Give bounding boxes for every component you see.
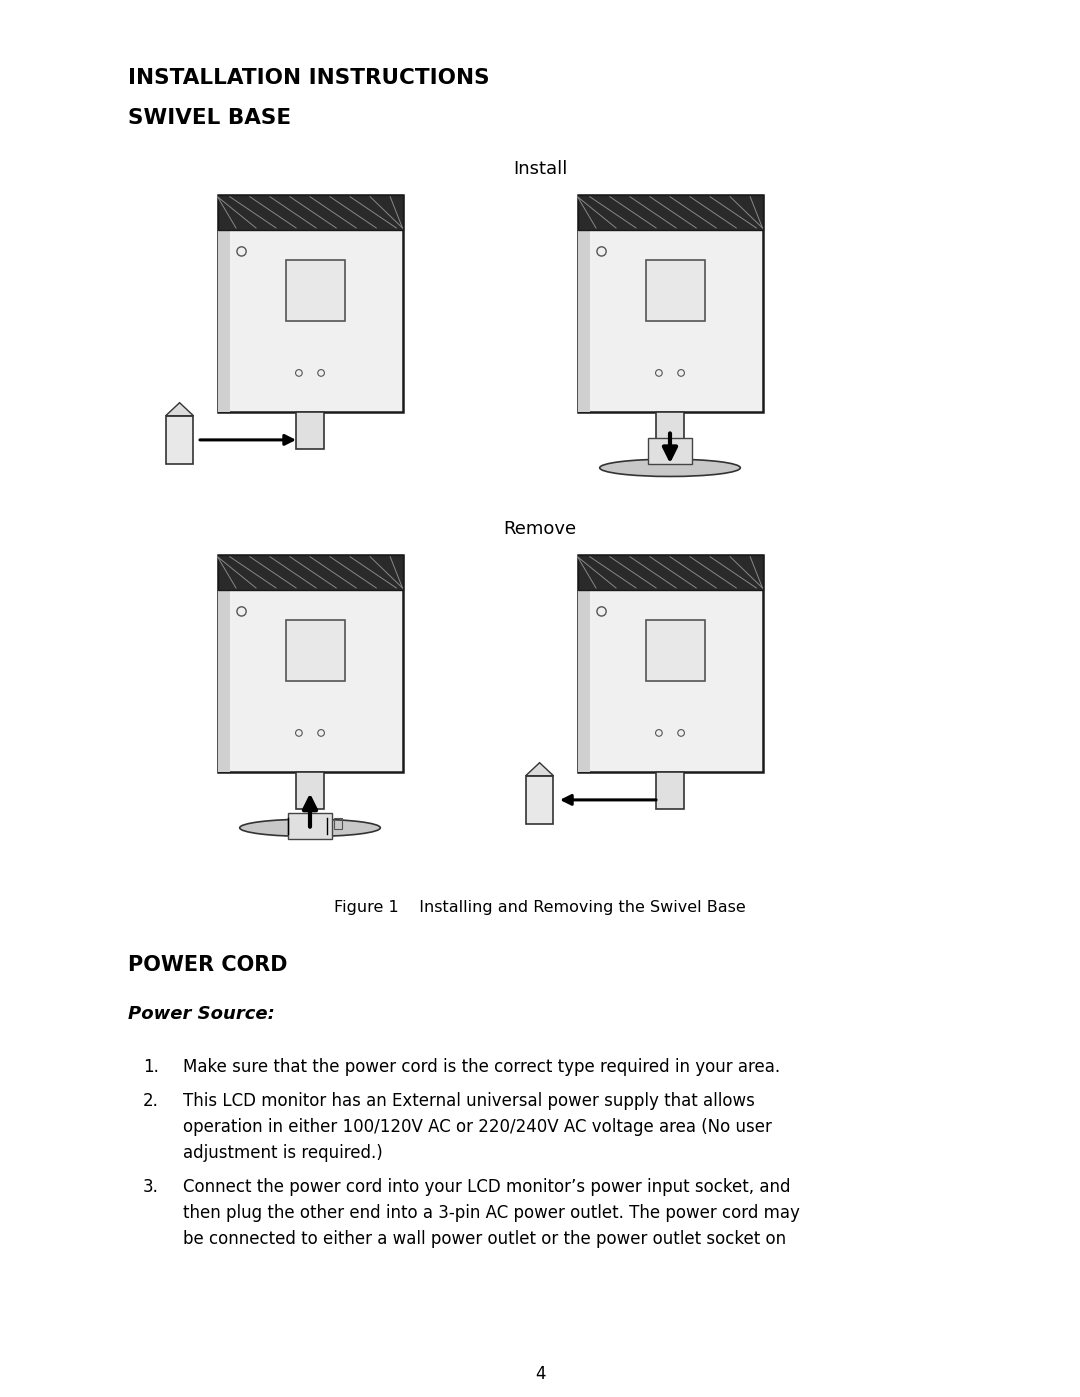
Text: 4: 4 <box>535 1365 545 1383</box>
Text: Power Source:: Power Source: <box>129 1004 275 1023</box>
Text: 3.: 3. <box>143 1178 159 1196</box>
FancyBboxPatch shape <box>646 260 705 321</box>
Ellipse shape <box>599 460 740 476</box>
FancyBboxPatch shape <box>217 555 403 773</box>
Text: POWER CORD: POWER CORD <box>129 956 287 975</box>
Text: Remove: Remove <box>503 520 577 538</box>
Text: SWIVEL BASE: SWIVEL BASE <box>129 108 292 129</box>
FancyBboxPatch shape <box>648 439 692 464</box>
Ellipse shape <box>240 819 380 837</box>
FancyBboxPatch shape <box>286 260 346 321</box>
Text: then plug the other end into a 3-pin AC power outlet. The power cord may: then plug the other end into a 3-pin AC … <box>183 1204 800 1222</box>
FancyBboxPatch shape <box>217 196 403 412</box>
FancyBboxPatch shape <box>657 773 684 809</box>
FancyBboxPatch shape <box>296 773 324 809</box>
Text: 2.: 2. <box>143 1092 159 1111</box>
FancyBboxPatch shape <box>217 590 230 773</box>
FancyBboxPatch shape <box>217 555 403 590</box>
Polygon shape <box>526 763 553 775</box>
Text: adjustment is required.): adjustment is required.) <box>183 1144 382 1162</box>
Text: Make sure that the power cord is the correct type required in your area.: Make sure that the power cord is the cor… <box>183 1058 780 1076</box>
Text: 1.: 1. <box>143 1058 159 1076</box>
FancyBboxPatch shape <box>296 412 324 450</box>
Text: Connect the power cord into your LCD monitor’s power input socket, and: Connect the power cord into your LCD mon… <box>183 1178 791 1196</box>
FancyBboxPatch shape <box>526 775 553 824</box>
FancyBboxPatch shape <box>286 620 346 680</box>
Text: INSTALLATION INSTRUCTIONS: INSTALLATION INSTRUCTIONS <box>129 68 489 88</box>
Text: Install: Install <box>513 161 567 177</box>
FancyBboxPatch shape <box>578 229 591 412</box>
FancyBboxPatch shape <box>578 555 762 773</box>
FancyBboxPatch shape <box>217 196 403 229</box>
FancyBboxPatch shape <box>657 412 684 450</box>
FancyBboxPatch shape <box>165 416 193 464</box>
FancyBboxPatch shape <box>578 196 762 229</box>
FancyBboxPatch shape <box>578 196 762 412</box>
FancyBboxPatch shape <box>646 620 705 680</box>
Text: This LCD monitor has an External universal power supply that allows: This LCD monitor has an External univers… <box>183 1092 755 1111</box>
Text: operation in either 100/120V AC or 220/240V AC voltage area (No user: operation in either 100/120V AC or 220/2… <box>183 1118 772 1136</box>
Text: Figure 1    Installing and Removing the Swivel Base: Figure 1 Installing and Removing the Swi… <box>334 900 746 915</box>
FancyBboxPatch shape <box>578 590 591 773</box>
FancyBboxPatch shape <box>287 813 333 840</box>
FancyBboxPatch shape <box>578 555 762 590</box>
Polygon shape <box>165 402 193 416</box>
FancyBboxPatch shape <box>217 229 230 412</box>
Text: be connected to either a wall power outlet or the power outlet socket on: be connected to either a wall power outl… <box>183 1229 786 1248</box>
